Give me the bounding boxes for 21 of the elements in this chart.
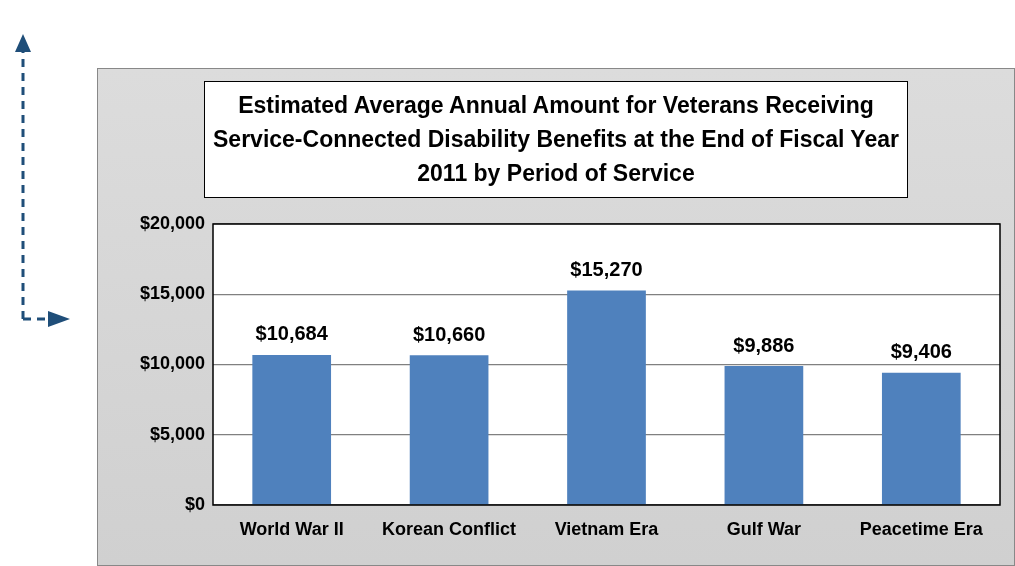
bar — [252, 354, 332, 505]
y-tick-label: $10,000 — [139, 353, 205, 374]
x-tick-label: Korean Conflict — [382, 518, 517, 539]
data-label: $15,270 — [570, 257, 643, 280]
y-tick-label: $15,000 — [139, 283, 205, 304]
x-tick-label: Gulf War — [726, 518, 802, 539]
y-tick-label: $0 — [184, 493, 205, 514]
data-label: $10,684 — [255, 322, 329, 345]
x-tick-label: Vietnam Era — [554, 518, 660, 539]
data-label: $9,886 — [733, 333, 795, 356]
x-tick-label: World War II — [239, 518, 344, 539]
bar — [881, 372, 961, 505]
bar — [409, 355, 489, 505]
data-label: $10,660 — [412, 322, 486, 345]
y-tick-label: $5,000 — [149, 423, 205, 444]
x-tick-label: Peacetime Era — [859, 518, 984, 539]
bar — [567, 290, 646, 505]
y-tick-label: $20,000 — [139, 212, 205, 233]
bar — [724, 366, 804, 505]
chart-title: Estimated Average Annual Amount for Veterans Receiving Service-Connected Disability Benefits at the End of Fiscal Year 2011 by Period of Service — [204, 81, 908, 198]
data-label: $9,406 — [890, 340, 952, 363]
